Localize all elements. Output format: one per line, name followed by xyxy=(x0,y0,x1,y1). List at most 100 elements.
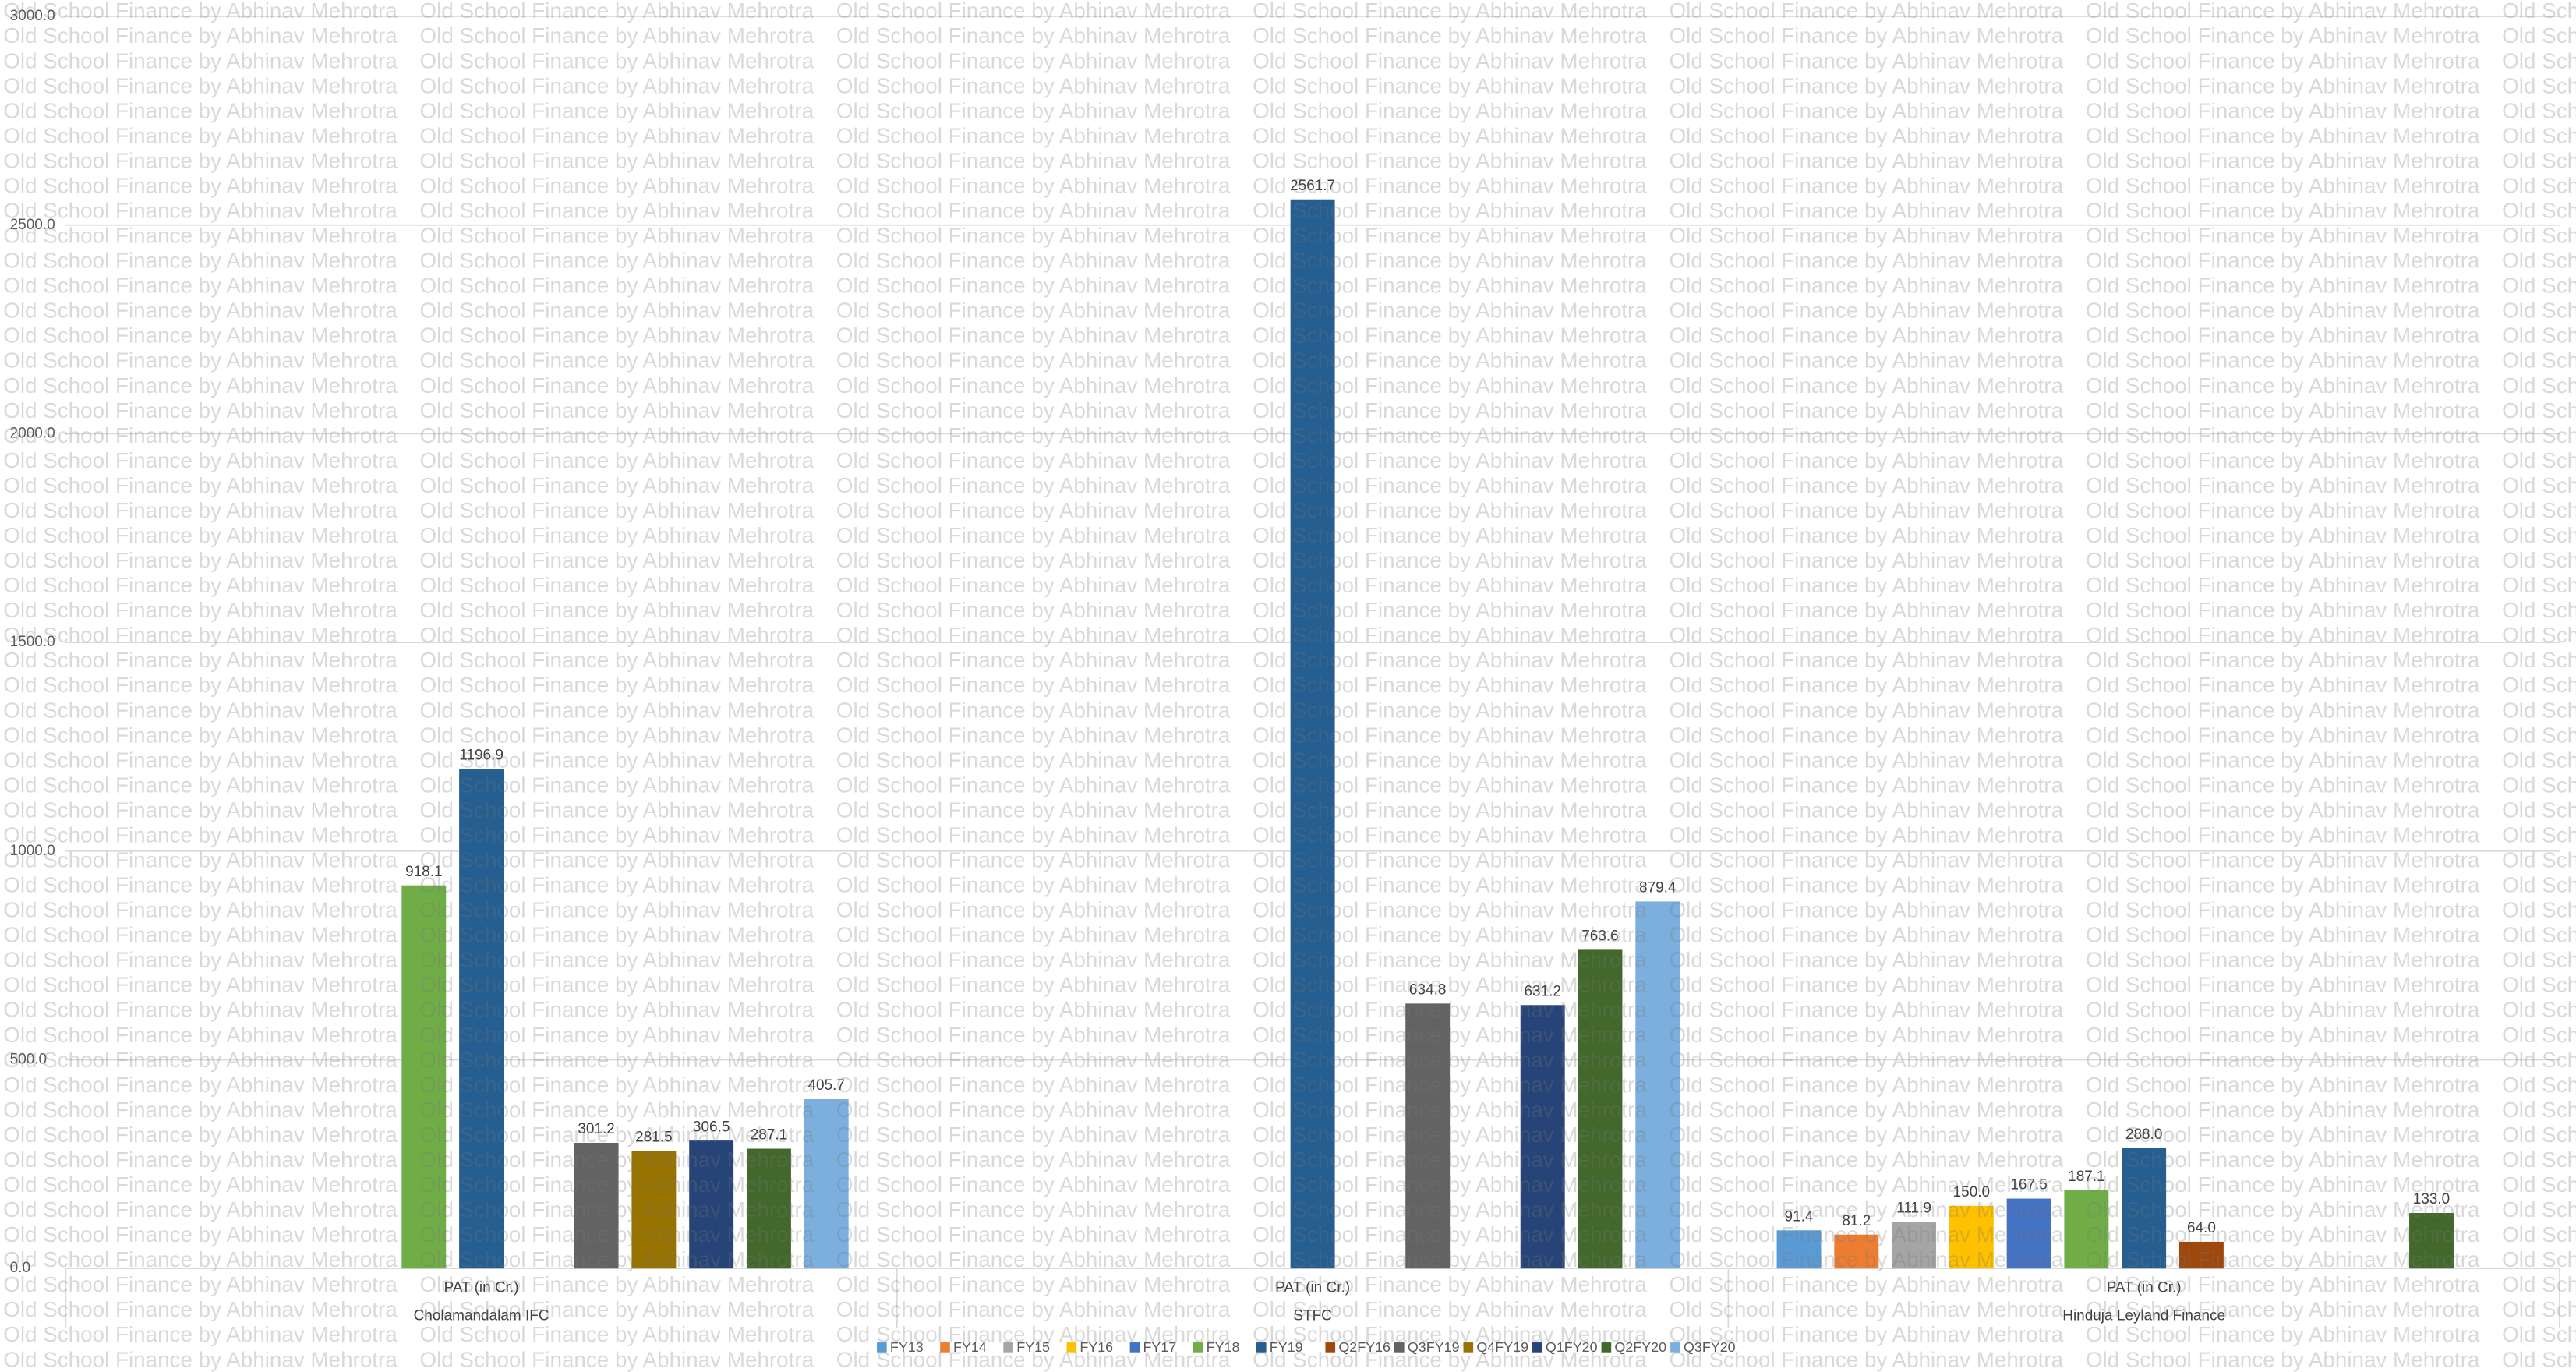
watermark: Old School Finance by Abhinav Mehrotra xyxy=(420,498,814,522)
watermark: Old School Finance by Abhinav Mehrotra xyxy=(2502,448,2576,472)
watermark: Old School Finance by Abhinav Mehrotra xyxy=(1670,1322,2064,1346)
watermark: Old School Finance by Abhinav Mehrotra xyxy=(1670,1247,2064,1271)
watermark: Old School Finance by Abhinav Mehrotra xyxy=(2502,873,2576,897)
watermark: Old School Finance by Abhinav Mehrotra xyxy=(1670,598,2064,622)
group-label: Cholamandalam IFC xyxy=(414,1307,549,1324)
watermark: Old School Finance by Abhinav Mehrotra xyxy=(1253,148,1647,172)
value-label: 64.0 xyxy=(2187,1220,2216,1236)
watermark: Old School Finance by Abhinav Mehrotra xyxy=(1670,1048,2064,1072)
value-label: 306.5 xyxy=(693,1119,730,1135)
watermark: Old School Finance by Abhinav Mehrotra xyxy=(836,48,1231,72)
watermark: Old School Finance by Abhinav Mehrotra xyxy=(420,673,814,697)
watermark: Old School Finance by Abhinav Mehrotra xyxy=(836,822,1231,847)
watermark: Old School Finance by Abhinav Mehrotra xyxy=(836,23,1231,48)
watermark: Old School Finance by Abhinav Mehrotra xyxy=(2086,673,2480,697)
legend-label: FY19 xyxy=(1270,1339,1303,1355)
watermark: Old School Finance by Abhinav Mehrotra xyxy=(1670,1073,2064,1097)
watermark: Old School Finance by Abhinav Mehrotra xyxy=(2502,324,2576,348)
watermark: Old School Finance by Abhinav Mehrotra xyxy=(836,274,1231,298)
watermark: Old School Finance by Abhinav Mehrotra xyxy=(1670,498,2064,522)
value-label: 288.0 xyxy=(2125,1126,2162,1143)
bar xyxy=(746,1148,791,1269)
legend-label: Q4FY19 xyxy=(1476,1339,1528,1355)
watermark: Old School Finance by Abhinav Mehrotra xyxy=(1253,1172,1647,1197)
watermark: Old School Finance by Abhinav Mehrotra xyxy=(2502,1098,2576,1122)
watermark: Old School Finance by Abhinav Mehrotra xyxy=(1253,1098,1647,1122)
watermark: Old School Finance by Abhinav Mehrotra xyxy=(2502,623,2576,647)
watermark: Old School Finance by Abhinav Mehrotra xyxy=(420,423,814,447)
watermark: Old School Finance by Abhinav Mehrotra xyxy=(420,748,814,772)
watermark: Old School Finance by Abhinav Mehrotra xyxy=(1253,0,1647,23)
watermark: Old School Finance by Abhinav Mehrotra xyxy=(836,0,1231,23)
watermark: Old School Finance by Abhinav Mehrotra xyxy=(2086,148,2480,172)
watermark: Old School Finance by Abhinav Mehrotra xyxy=(2086,473,2480,497)
watermark: Old School Finance by Abhinav Mehrotra xyxy=(836,198,1231,222)
watermark: Old School Finance by Abhinav Mehrotra xyxy=(836,1197,1231,1222)
watermark: Old School Finance by Abhinav Mehrotra xyxy=(420,998,814,1022)
legend-swatch xyxy=(1463,1342,1474,1353)
watermark: Old School Finance by Abhinav Mehrotra xyxy=(2502,1172,2576,1197)
watermark: Old School Finance by Abhinav Mehrotra xyxy=(2086,1247,2480,1271)
watermark: Old School Finance by Abhinav Mehrotra xyxy=(3,673,398,697)
watermark: Old School Finance by Abhinav Mehrotra xyxy=(2502,723,2576,747)
watermark: Old School Finance by Abhinav Mehrotra xyxy=(1670,548,2064,572)
watermark-layer: Old School Finance by Abhinav Mehrotra Ol… xyxy=(3,0,2576,1371)
watermark: Old School Finance by Abhinav Mehrotra xyxy=(2502,398,2576,423)
watermark: Old School Finance by Abhinav Mehrotra xyxy=(2502,748,2576,772)
legend-label: Q3FY20 xyxy=(1684,1339,1736,1355)
watermark: Old School Finance by Abhinav Mehrotra xyxy=(836,898,1231,922)
watermark: Old School Finance by Abhinav Mehrotra xyxy=(836,398,1231,423)
watermark: Old School Finance by Abhinav Mehrotra xyxy=(2502,648,2576,672)
value-label: 287.1 xyxy=(751,1127,787,1144)
value-label: 150.0 xyxy=(1953,1184,1990,1200)
watermark: Old School Finance by Abhinav Mehrotra xyxy=(1253,1023,1647,1047)
y-tick-label: 0.0 xyxy=(10,1260,30,1276)
watermark: Old School Finance by Abhinav Mehrotra xyxy=(836,148,1231,172)
watermark: Old School Finance by Abhinav Mehrotra xyxy=(420,573,814,597)
legend-swatch xyxy=(1129,1342,1140,1353)
watermark: Old School Finance by Abhinav Mehrotra xyxy=(3,23,398,48)
watermark: Old School Finance by Abhinav Mehrotra xyxy=(1253,523,1647,547)
watermark: Old School Finance by Abhinav Mehrotra xyxy=(2502,1272,2576,1296)
watermark: Old School Finance by Abhinav Mehrotra xyxy=(420,348,814,373)
y-tick-label: 1500.0 xyxy=(10,634,55,650)
watermark: Old School Finance by Abhinav Mehrotra xyxy=(1670,723,2064,747)
watermark: Old School Finance by Abhinav Mehrotra xyxy=(3,1147,398,1172)
watermark: Old School Finance by Abhinav Mehrotra xyxy=(2502,1197,2576,1222)
watermark: Old School Finance by Abhinav Mehrotra xyxy=(1253,1297,1647,1321)
watermark: Old School Finance by Abhinav Mehrotra xyxy=(2502,1322,2576,1346)
watermark: Old School Finance by Abhinav Mehrotra xyxy=(836,973,1231,997)
value-label: 81.2 xyxy=(1842,1213,1871,1229)
watermark: Old School Finance by Abhinav Mehrotra xyxy=(2086,1147,2480,1172)
watermark: Old School Finance by Abhinav Mehrotra xyxy=(2502,23,2576,48)
watermark: Old School Finance by Abhinav Mehrotra xyxy=(2502,224,2576,248)
watermark: Old School Finance by Abhinav Mehrotra xyxy=(2086,448,2480,472)
bar xyxy=(574,1142,619,1269)
watermark: Old School Finance by Abhinav Mehrotra xyxy=(836,498,1231,522)
watermark: Old School Finance by Abhinav Mehrotra xyxy=(3,123,398,147)
watermark: Old School Finance by Abhinav Mehrotra xyxy=(1670,898,2064,922)
bar xyxy=(1405,1003,1451,1269)
watermark: Old School Finance by Abhinav Mehrotra xyxy=(836,1322,1231,1346)
watermark: Old School Finance by Abhinav Mehrotra xyxy=(1670,648,2064,672)
watermark: Old School Finance by Abhinav Mehrotra xyxy=(420,1023,814,1047)
watermark: Old School Finance by Abhinav Mehrotra xyxy=(2502,822,2576,847)
watermark: Old School Finance by Abhinav Mehrotra xyxy=(1670,148,2064,172)
watermark: Old School Finance by Abhinav Mehrotra xyxy=(2086,299,2480,323)
watermark: Old School Finance by Abhinav Mehrotra xyxy=(3,1272,398,1296)
watermark: Old School Finance by Abhinav Mehrotra xyxy=(3,1222,398,1246)
watermark: Old School Finance by Abhinav Mehrotra xyxy=(1253,998,1647,1022)
watermark: Old School Finance by Abhinav Mehrotra xyxy=(2502,249,2576,273)
watermark: Old School Finance by Abhinav Mehrotra xyxy=(836,473,1231,497)
legend-swatch xyxy=(877,1342,887,1353)
watermark: Old School Finance by Abhinav Mehrotra xyxy=(836,173,1231,197)
watermark: Old School Finance by Abhinav Mehrotra xyxy=(420,98,814,122)
watermark: Old School Finance by Abhinav Mehrotra xyxy=(2502,473,2576,497)
watermark: Old School Finance by Abhinav Mehrotra xyxy=(836,748,1231,772)
watermark: Old School Finance by Abhinav Mehrotra xyxy=(1670,1197,2064,1222)
watermark: Old School Finance by Abhinav Mehrotra xyxy=(420,797,814,822)
watermark: Old School Finance by Abhinav Mehrotra xyxy=(2502,498,2576,522)
watermark: Old School Finance by Abhinav Mehrotra xyxy=(1670,1297,2064,1321)
watermark: Old School Finance by Abhinav Mehrotra xyxy=(836,723,1231,747)
